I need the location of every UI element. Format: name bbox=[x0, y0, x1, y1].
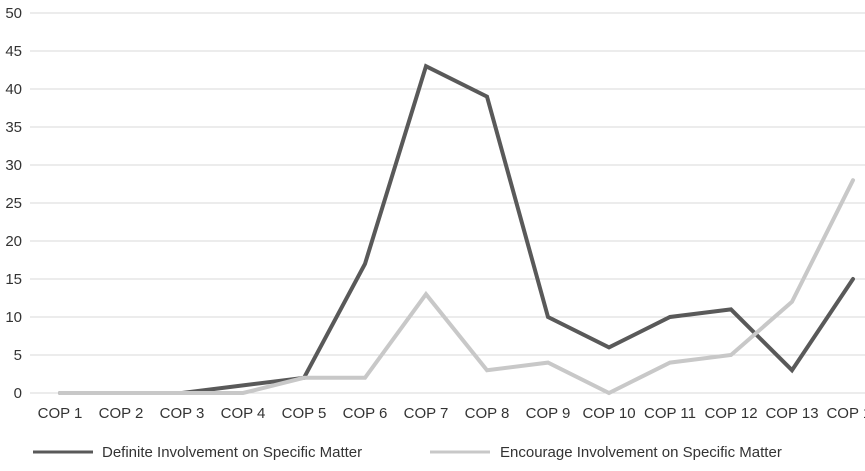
x-tick-label: COP 5 bbox=[282, 405, 327, 422]
y-tick-label: 30 bbox=[5, 157, 22, 174]
x-tick-label: COP 11 bbox=[644, 405, 696, 422]
y-tick-label: 50 bbox=[5, 5, 22, 22]
x-tick-label: COP 12 bbox=[704, 405, 757, 422]
y-axis-ticks: 0 5 10 15 20 25 30 35 40 45 50 bbox=[5, 5, 22, 402]
y-tick-label: 40 bbox=[5, 81, 22, 98]
legend-label-definite: Definite Involvement on Specific Matter bbox=[102, 444, 362, 461]
series-line-1 bbox=[60, 180, 853, 393]
x-tick-label: COP 14 bbox=[826, 405, 865, 422]
y-tick-label: 15 bbox=[5, 271, 22, 288]
x-tick-label: COP 13 bbox=[765, 405, 818, 422]
y-tick-label: 5 bbox=[14, 347, 22, 364]
x-tick-label: COP 2 bbox=[99, 405, 144, 422]
y-tick-label: 0 bbox=[14, 385, 22, 402]
y-tick-label: 25 bbox=[5, 195, 22, 212]
x-tick-label: COP 6 bbox=[343, 405, 388, 422]
x-tick-label: COP 4 bbox=[221, 405, 266, 422]
y-tick-label: 10 bbox=[5, 309, 22, 326]
y-tick-label: 20 bbox=[5, 233, 22, 250]
legend: Definite Involvement on Specific Matter … bbox=[33, 444, 782, 461]
x-tick-label: COP 10 bbox=[582, 405, 635, 422]
y-tick-label: 45 bbox=[5, 43, 22, 60]
x-tick-label: COP 3 bbox=[160, 405, 205, 422]
series-line-0 bbox=[60, 66, 853, 393]
x-tick-label: COP 7 bbox=[404, 405, 449, 422]
x-tick-label: COP 1 bbox=[38, 405, 83, 422]
gridlines bbox=[30, 13, 865, 393]
legend-label-encourage: Encourage Involvement on Specific Matter bbox=[500, 444, 782, 461]
x-tick-label: COP 9 bbox=[526, 405, 571, 422]
x-axis-ticks: COP 1 COP 2 COP 3 COP 4 COP 5 COP 6 COP 7 COP 8… bbox=[38, 405, 865, 422]
series-lines bbox=[60, 66, 853, 393]
x-tick-label: COP 8 bbox=[465, 405, 510, 422]
y-tick-label: 35 bbox=[5, 119, 22, 136]
